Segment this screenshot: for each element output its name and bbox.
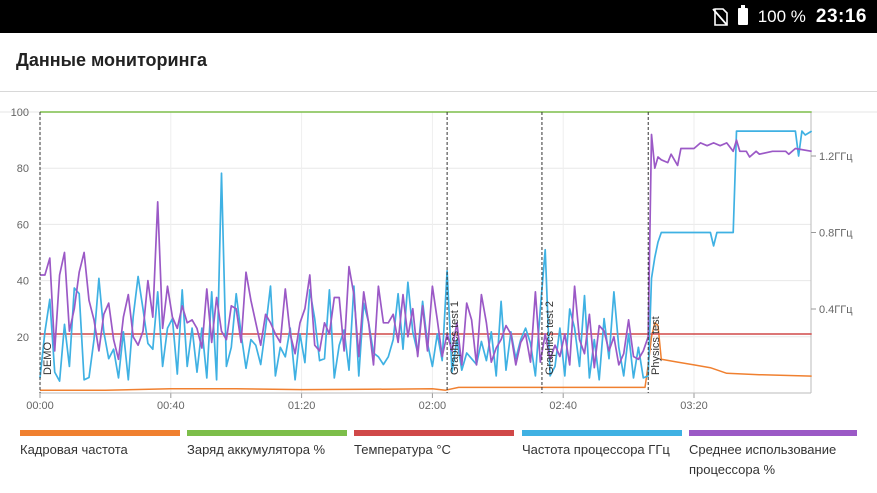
legend-swatch <box>522 430 682 436</box>
series-line-0 <box>40 322 812 391</box>
clock: 23:16 <box>815 5 867 27</box>
y-left-tick-label: 100 <box>11 107 29 119</box>
y-left-tick-label: 80 <box>17 163 29 175</box>
x-tick-label: 01:20 <box>288 400 316 412</box>
test-marker-label: Graphics test 1 <box>449 301 461 375</box>
legend-label: Частота процессора ГГц <box>522 442 670 457</box>
monitoring-chart: 20 40 60 80 100 00:00 00:40 01:20 02:00 02:40 03:2… <box>0 92 877 493</box>
test-marker-label: Physics test <box>650 316 662 375</box>
legend-item-cpu-frequency: Частота процессора ГГц <box>522 430 682 460</box>
y-left-tick-label: 40 <box>17 276 29 288</box>
series-line-3 <box>39 130 813 382</box>
battery-percent: 100 % <box>757 6 806 26</box>
y-right-tick-label: 1.2ГГц <box>819 151 853 163</box>
y-right-tick-label: 0.4ГГц <box>819 304 853 316</box>
x-tick-label: 02:40 <box>549 400 577 412</box>
x-tick-label: 03:20 <box>680 400 708 412</box>
legend-label: Кадровая частота <box>20 442 128 457</box>
app-bar: Данные мониторинга <box>0 33 877 92</box>
legend-swatch <box>354 430 514 436</box>
y-right-tick-label: 0.8ГГц <box>819 228 853 240</box>
legend-label: Заряд аккумулятора % <box>187 442 326 457</box>
test-marker-label: Graphics test 2 <box>544 301 556 375</box>
legend-swatch <box>20 430 180 436</box>
legend-item-frame-rate: Кадровая частота <box>20 430 180 460</box>
legend-swatch <box>689 430 857 436</box>
test-marker-label: DEMO <box>42 342 54 375</box>
legend-label: Температура °C <box>354 442 451 457</box>
series-line-4 <box>40 133 812 369</box>
x-tick-label: 00:40 <box>157 400 185 412</box>
legend-item-battery: Заряд аккумулятора % <box>187 430 347 460</box>
x-tick-label: 02:00 <box>419 400 447 412</box>
status-bar: 100 % 23:16 <box>0 0 877 33</box>
y-left-tick-label: 60 <box>17 219 29 231</box>
chart-svg: 20 40 60 80 100 00:00 00:40 01:20 02:00 02:40 03:2… <box>0 107 877 412</box>
x-tick-label: 00:00 <box>26 400 54 412</box>
legend-label: Среднее использование процессора % <box>689 442 837 477</box>
legend-item-temperature: Температура °C <box>354 430 514 460</box>
legend-item-cpu-usage: Среднее использование процессора % <box>689 430 864 480</box>
battery-icon <box>737 5 748 25</box>
no-sim-icon <box>712 7 728 26</box>
legend-swatch <box>187 430 347 436</box>
chart-legend: Кадровая частота Заряд аккумулятора % Те… <box>0 430 877 493</box>
y-left-tick-label: 20 <box>17 332 29 344</box>
page-title: Данные мониторинга <box>16 50 207 70</box>
